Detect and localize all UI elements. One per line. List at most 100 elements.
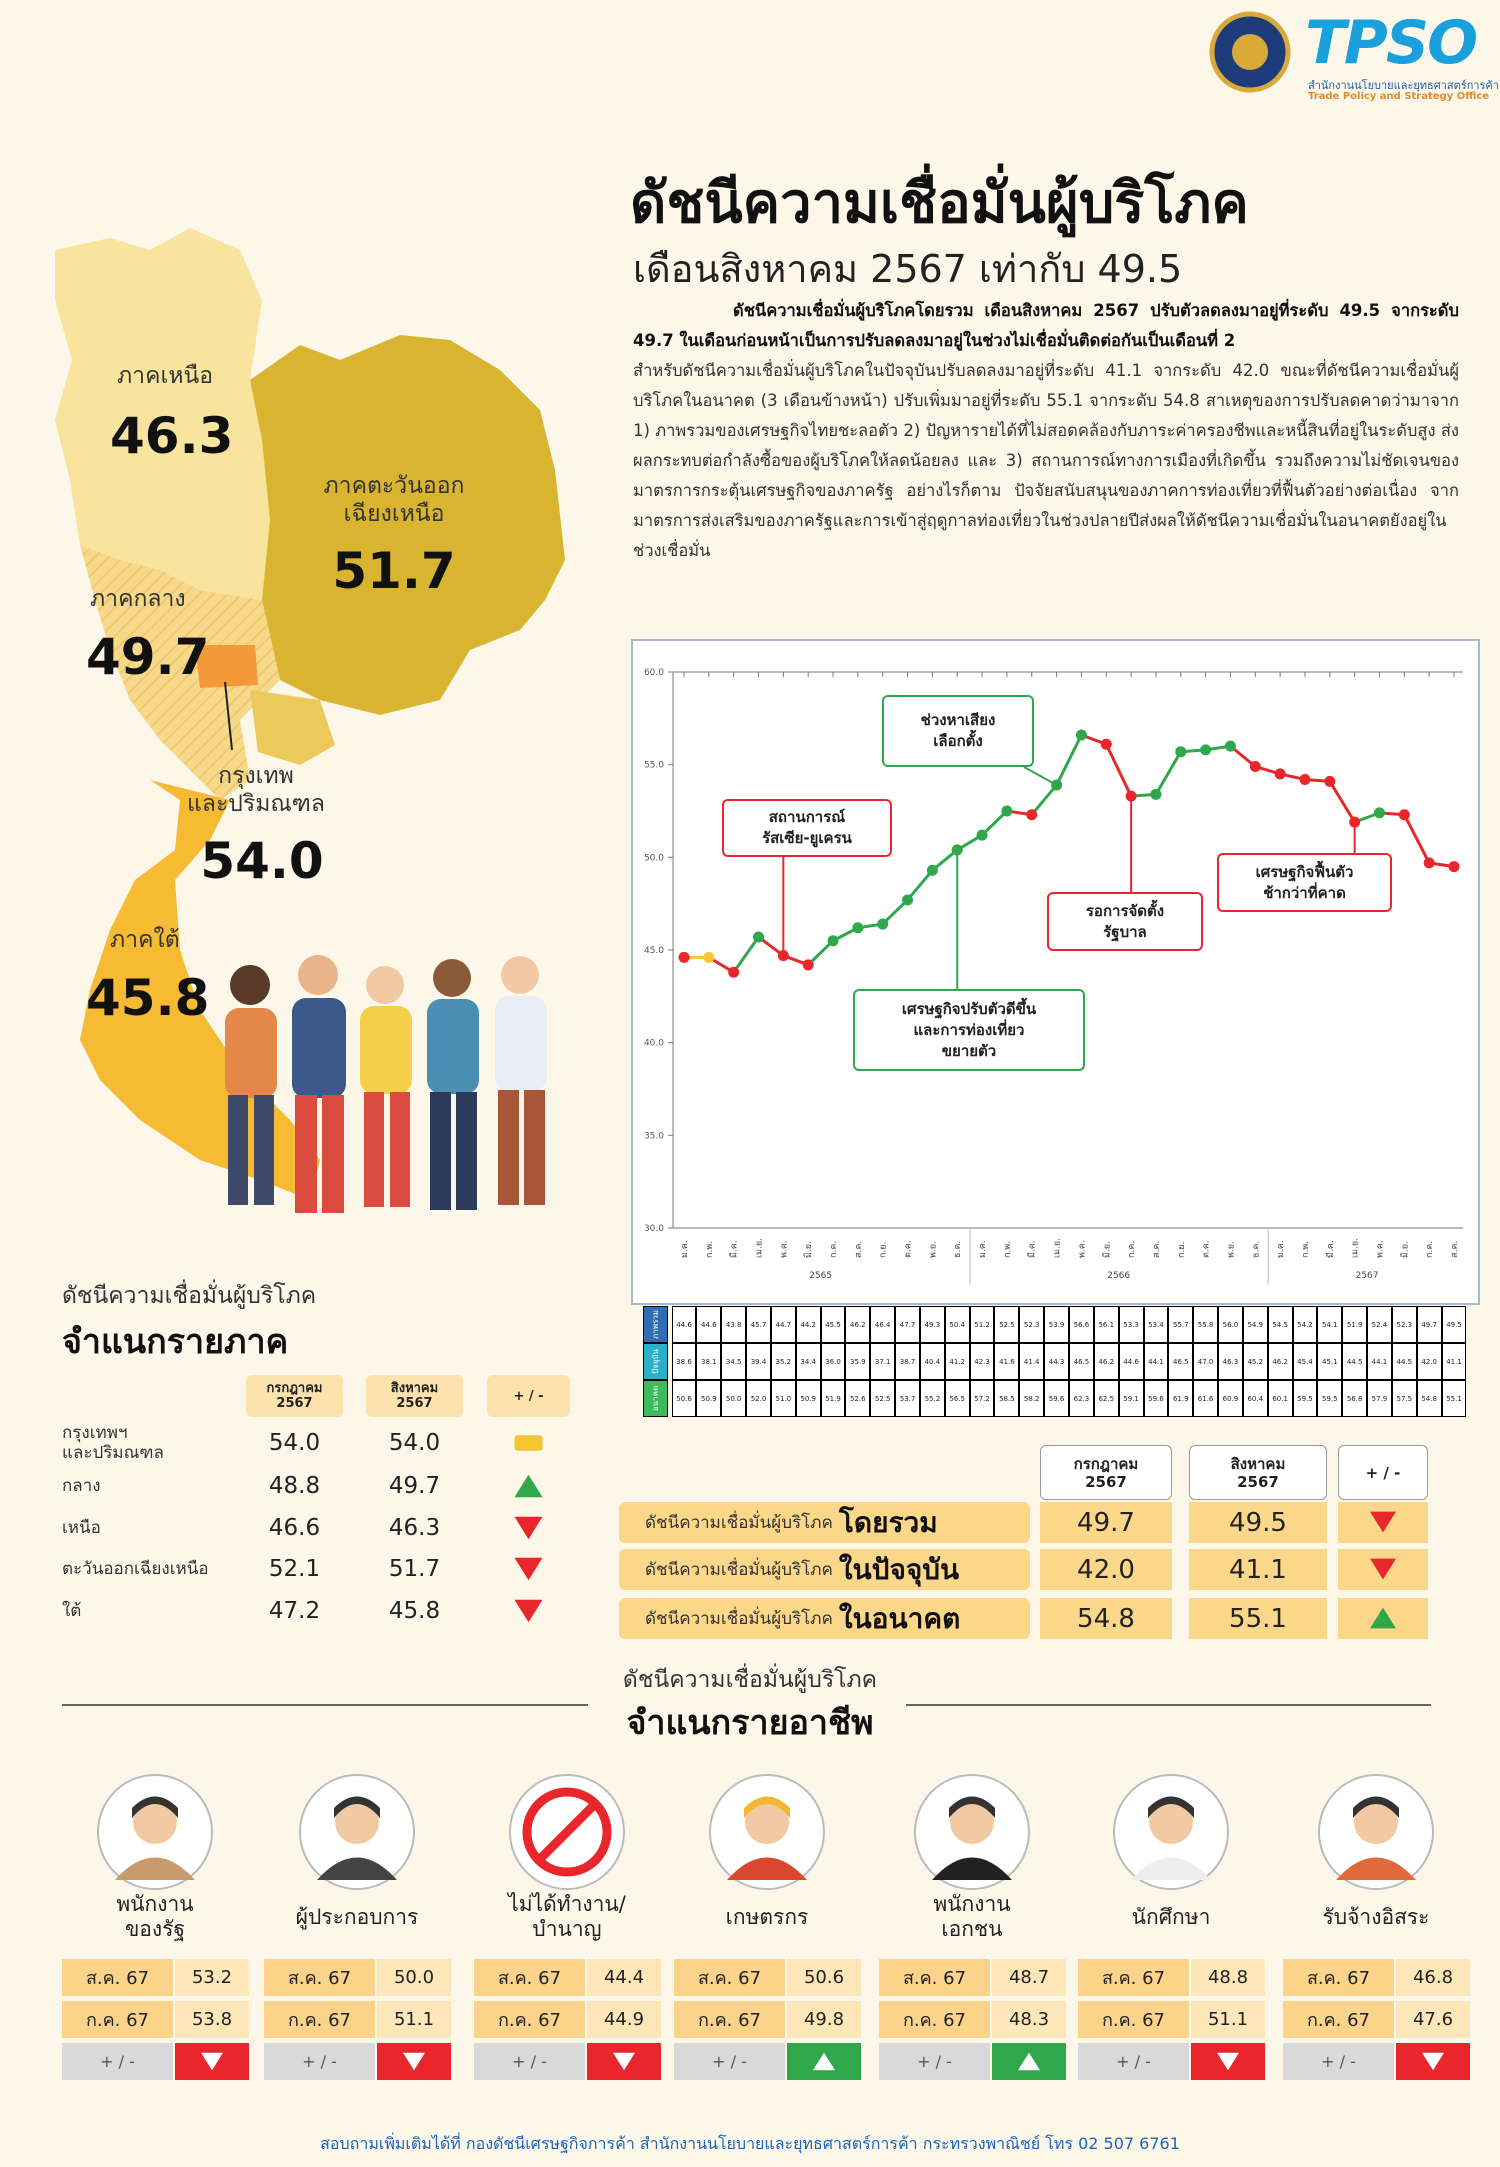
x-tick-label: มิ.ย.	[1399, 1241, 1410, 1258]
occupation-icon	[1336, 1857, 1416, 1880]
region-row-label: ตะวันออกเฉียงเหนือ	[62, 1559, 209, 1579]
table-cell: 46.2	[1093, 1343, 1119, 1380]
change-indicator	[403, 2052, 425, 2071]
summary-value: 49.5	[1189, 1502, 1327, 1543]
region-value: 49.7	[86, 628, 210, 686]
table-header: กรกฎาคม 2567	[246, 1375, 343, 1417]
x-tick-label: พ.ค.	[1077, 1240, 1087, 1258]
map-northeast	[250, 335, 565, 715]
point	[1299, 773, 1311, 785]
table-cell: 54.5	[1267, 1306, 1293, 1343]
table-cell: 47.7	[895, 1306, 920, 1343]
occupation-name: ผู้ประกอบการ	[295, 1904, 419, 1929]
map-east	[250, 690, 335, 765]
line-segment	[1154, 750, 1183, 796]
point	[1423, 857, 1435, 869]
row-label: ก.ค. 67	[1078, 2001, 1189, 2038]
change-indicator	[813, 2052, 835, 2071]
table-cell: 61.6	[1193, 1380, 1219, 1417]
table-cell: 59.6	[1044, 1380, 1069, 1417]
table-cell: 52.0	[746, 1380, 771, 1417]
table-cell: 52.5	[870, 1380, 896, 1417]
occupation-value: 49.8	[787, 2001, 861, 2038]
x-tick-label: เม.ย.	[1053, 1238, 1063, 1258]
annotation-leader	[1023, 766, 1058, 786]
occupation-icon	[522, 1787, 612, 1877]
table-cell: 51.0	[770, 1380, 796, 1417]
point	[1026, 809, 1038, 821]
point	[1150, 788, 1162, 800]
occupation-name: ไม่ได้ทำงาน/ บำนาญ	[508, 1892, 626, 1941]
x-group-label: 2566	[1107, 1271, 1130, 1281]
section-title: ดัชนีความเชื่อมั่นผู้บริโภค	[62, 1283, 317, 1309]
table-cell: 62.3	[1069, 1380, 1094, 1417]
region-name: ภาคใต้	[110, 927, 180, 953]
row-label: ก.ค. 67	[1283, 2001, 1394, 2038]
line-segment	[1402, 814, 1431, 864]
change-indicator	[514, 1435, 543, 1451]
point	[802, 959, 814, 971]
line-segment	[906, 869, 934, 901]
occupation-value: 46.8	[1396, 1959, 1470, 1996]
series-label: ปัจจุบัน	[643, 1343, 668, 1380]
section-title: ดัชนีความเชื่อมั่นผู้บริโภค	[622, 1667, 878, 1693]
x-tick-label: มี.ค.	[1027, 1240, 1038, 1258]
region-name: ภาคกลาง	[90, 586, 186, 612]
section-subtitle: จำแนกรายภาค	[62, 1322, 289, 1362]
point	[777, 950, 789, 962]
occupation-value: 50.6	[787, 1959, 861, 1996]
annotation: รอการจัดตั้ง รัฐบาล	[1047, 892, 1203, 951]
y-tick-label: 45.0	[644, 946, 664, 956]
series-name: อนาคต	[651, 1385, 660, 1412]
table-cell: 43.8	[721, 1306, 747, 1343]
occupation-icon	[727, 1857, 807, 1880]
row-label: ก.ค. 67	[674, 2001, 785, 2038]
point	[827, 935, 839, 947]
table-cell: 34.5	[721, 1343, 747, 1380]
region-name: ภาคตะวันออก เฉียงเหนือ	[323, 473, 465, 527]
point	[1373, 807, 1385, 819]
map-bangkok	[195, 645, 258, 688]
x-group-label: 2567	[1356, 1271, 1379, 1281]
table-cell: 55.1	[1441, 1380, 1467, 1417]
table-cell: 40.4	[919, 1343, 945, 1380]
table-cell: 55.8	[1193, 1306, 1219, 1343]
summary-name: โดยรวม	[838, 1505, 938, 1539]
occupation-icon	[1149, 1800, 1193, 1844]
section-subtitle: จำแนกรายอาชีพ	[626, 1703, 874, 1743]
line-segment	[1328, 780, 1356, 823]
row-label: ส.ค. 67	[1078, 1959, 1189, 1996]
occupation-value: 51.1	[377, 2001, 451, 2038]
occupation-icon	[744, 1796, 790, 1818]
row-label: ส.ค. 67	[674, 1959, 785, 1996]
table-cell: 59.5	[1317, 1380, 1343, 1417]
point	[951, 844, 963, 856]
region-value: 45.8	[86, 969, 210, 1027]
line-segment	[1104, 743, 1133, 797]
x-tick-label: ธ.ค.	[953, 1241, 963, 1258]
x-tick-label: ส.ค.	[1450, 1241, 1460, 1258]
occupation-icon	[949, 1796, 995, 1818]
x-tick-label: เม.ย.	[755, 1238, 765, 1258]
table-cell: 60.1	[1267, 1380, 1293, 1417]
x-tick-label: ก.ย.	[879, 1242, 889, 1258]
change-indicator	[1422, 2052, 1444, 2071]
table-cell: 56.5	[944, 1380, 970, 1417]
line-segment	[807, 939, 835, 966]
table-cell: 45.4	[1292, 1343, 1318, 1380]
occupation-value: 53.2	[175, 1959, 249, 1996]
y-tick-label: 60.0	[644, 668, 664, 678]
people-illustration	[225, 955, 547, 1213]
occupation-value: 48.3	[992, 2001, 1066, 2038]
summary-prefix: ดัชนีความเชื่อมั่นผู้บริโภค	[645, 1609, 833, 1629]
table-cell: 41.1	[1441, 1343, 1467, 1380]
table-cell: 46.2	[1267, 1343, 1293, 1380]
table-cell: 52.5	[994, 1306, 1020, 1343]
x-group-label: 2565	[809, 1271, 832, 1281]
table-cell: 51.2	[969, 1306, 995, 1343]
row-label: + / -	[1283, 2043, 1394, 2080]
series-name: ปัจจุบัน	[651, 1349, 660, 1374]
table-cell: 42.0	[1416, 1343, 1442, 1380]
table-cell: 44.6	[696, 1306, 722, 1343]
region-row-label: ใต้	[62, 1601, 82, 1621]
